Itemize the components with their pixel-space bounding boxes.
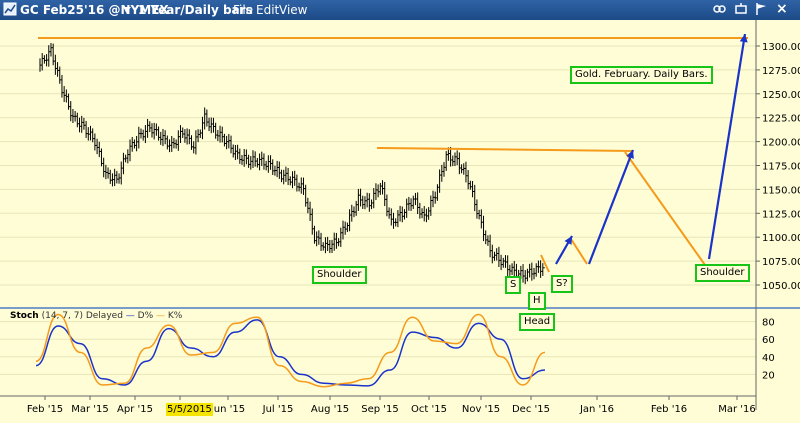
- projection-arrow-2: [587, 149, 635, 265]
- stoch-legend-k: K%: [167, 311, 183, 321]
- menu-edit[interactable]: Edit: [256, 3, 280, 17]
- time-tick-label: Nov '15: [462, 404, 500, 415]
- time-tick-label: Mar '15: [71, 404, 109, 415]
- price-tick-label: 1050.00: [762, 281, 800, 292]
- stoch-tick-label: 80: [762, 318, 775, 329]
- price-tick-label: 1225.00: [762, 114, 800, 125]
- time-tick-label: Oct '15: [411, 404, 447, 415]
- chart-title-note: Gold. February. Daily Bars.: [570, 66, 713, 84]
- stoch-legend: Stoch (14, 7, 7) Delayed — D% — K%: [10, 311, 183, 321]
- price-tick-label: 1100.00: [762, 233, 800, 244]
- stoch-d-line: [35, 319, 546, 387]
- price-tick-label: 1075.00: [762, 257, 800, 268]
- projection-down-small: [570, 238, 588, 265]
- price-tick-label: 1125.00: [762, 209, 800, 220]
- stoch-tick-label: 60: [762, 335, 775, 346]
- stoch-legend-d: D%: [137, 311, 154, 321]
- stoch-k-line: [35, 313, 546, 388]
- price-tick-label: 1175.00: [762, 162, 800, 173]
- symbol-title: GC Feb25'16 @NYMEX: [20, 3, 169, 17]
- link-icon[interactable]: [712, 2, 726, 16]
- s-question-label: S?: [551, 275, 573, 293]
- time-tick-label: Jan '16: [579, 404, 614, 415]
- alert-icon[interactable]: [734, 2, 748, 16]
- projection-arrow-1-head: [564, 236, 572, 245]
- pane-divider[interactable]: [0, 307, 800, 309]
- time-tick-label: Jun '15: [210, 404, 245, 415]
- chart-area: 1300.00 1275.00 1250.00 1225.00 1200.00 1175.…: [0, 20, 800, 415]
- s-label: S: [505, 276, 522, 294]
- price-tick-label: 1250.00: [762, 90, 800, 101]
- time-tick-label: Feb '16: [651, 404, 687, 415]
- time-tick-label: Dec '15: [512, 404, 550, 415]
- left-shoulder-label: Shoulder: [312, 266, 367, 284]
- time-tick-label: Sep '15: [361, 404, 399, 415]
- menu-view[interactable]: View: [279, 3, 308, 17]
- stoch-legend-name: Stoch: [10, 311, 39, 321]
- flag-icon[interactable]: [754, 2, 768, 16]
- price-tick-label: 1150.00: [762, 185, 800, 196]
- stoch-tick-label: 40: [762, 353, 775, 364]
- stoch-tick-label: 20: [762, 370, 775, 381]
- symbol-dropdown-icon[interactable]: [120, 2, 134, 16]
- time-tick-label: Feb '15: [27, 404, 63, 415]
- projection-down-long: [624, 151, 706, 266]
- menu-file[interactable]: File: [233, 3, 254, 17]
- head-label: Head: [519, 313, 556, 331]
- projection-pullback: [540, 254, 550, 273]
- time-tick-label: Mar '16: [718, 404, 756, 415]
- projection-arrow-2-head: [626, 150, 634, 159]
- title-bar: GC Feb25'16 @NYMEX 1 Year/Daily bars Fil…: [0, 0, 800, 20]
- close-button[interactable]: ×: [776, 1, 788, 17]
- time-tick-label: Apr '15: [117, 404, 153, 415]
- h-label: H: [528, 292, 546, 310]
- neckline: [376, 147, 633, 152]
- chart-icon: [3, 2, 17, 16]
- projection-arrow-3-head: [739, 34, 748, 43]
- right-shoulder-label: Shoulder: [695, 264, 750, 282]
- cursor-date-highlight: 5/5/2015: [166, 403, 213, 416]
- time-tick-label: Aug '15: [311, 404, 349, 415]
- projection-arrow-3: [707, 33, 747, 260]
- price-tick-label: 1300.00: [762, 42, 800, 53]
- stoch-legend-params: (14, 7, 7): [41, 311, 83, 321]
- period-title: 1 Year/Daily bars: [138, 3, 253, 17]
- price-tick-label: 1275.00: [762, 66, 800, 77]
- stoch-legend-mode: Delayed: [85, 311, 123, 321]
- price-tick-label: 1200.00: [762, 138, 800, 149]
- time-tick-label: Jul '15: [262, 404, 294, 415]
